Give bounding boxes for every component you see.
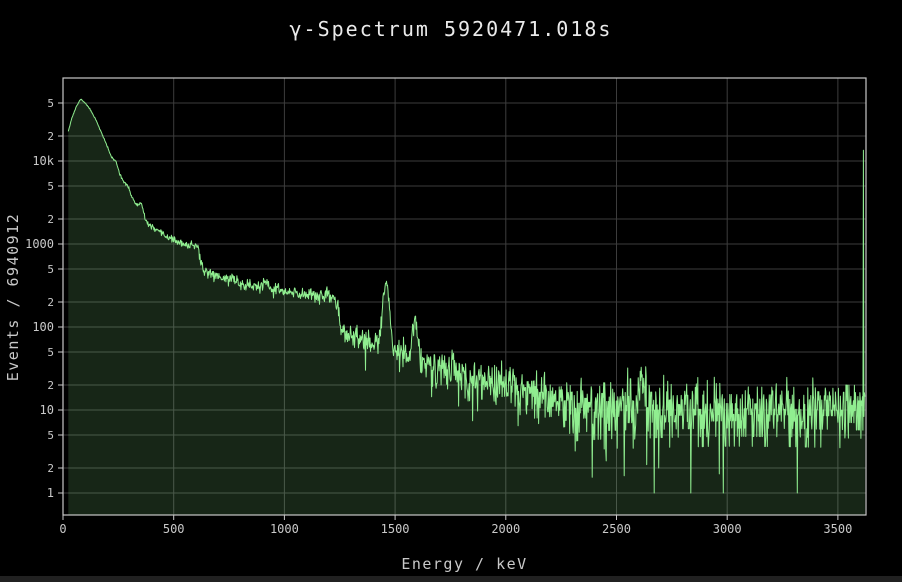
x-tick-label: 3000 xyxy=(713,522,742,536)
y-tick-label: 1 xyxy=(47,486,54,500)
y-tick-label: 5 xyxy=(47,429,54,442)
x-tick-label: 2500 xyxy=(602,522,631,536)
chart-title: γ-Spectrum 5920471.018s xyxy=(289,17,613,41)
spectrum-line xyxy=(67,98,866,494)
y-tick-label: 10k xyxy=(32,154,54,168)
y-tick-label: 5 xyxy=(47,180,54,193)
tick-marks xyxy=(58,102,839,520)
y-tick-label: 2 xyxy=(47,462,54,475)
y-tick-label: 1000 xyxy=(25,237,54,251)
y-tick-label: 2 xyxy=(47,130,54,143)
spectrum-area xyxy=(68,99,865,516)
grid-lines xyxy=(63,78,866,515)
y-tick-label: 5 xyxy=(47,97,54,110)
plot-background xyxy=(63,78,866,515)
x-axis-title: Energy / keV xyxy=(401,555,528,573)
y-tick-label: 100 xyxy=(32,320,54,334)
y-tick-label: 2 xyxy=(47,213,54,226)
y-tick-label: 5 xyxy=(47,263,54,276)
x-tick-label: 1000 xyxy=(270,522,299,536)
plot-border xyxy=(62,77,867,516)
x-tick-label: 1500 xyxy=(381,522,410,536)
y-axis-title: Events / 6940912 xyxy=(4,212,22,382)
x-tick-label: 500 xyxy=(163,522,185,536)
y-tick-label: 5 xyxy=(47,346,54,359)
x-tick-label: 2000 xyxy=(491,522,520,536)
y-tick-label: 10 xyxy=(40,403,54,417)
x-tick-label: 0 xyxy=(59,522,66,536)
window-bottom-bar xyxy=(0,576,902,582)
tick-labels: 0 500 1000 1500 2000 2500 3000 3500 1 2 5 10 2 5 100 2 5… xyxy=(25,97,852,536)
x-tick-label: 3500 xyxy=(823,522,852,536)
y-tick-label: 2 xyxy=(47,379,54,392)
y-tick-label: 2 xyxy=(47,296,54,309)
